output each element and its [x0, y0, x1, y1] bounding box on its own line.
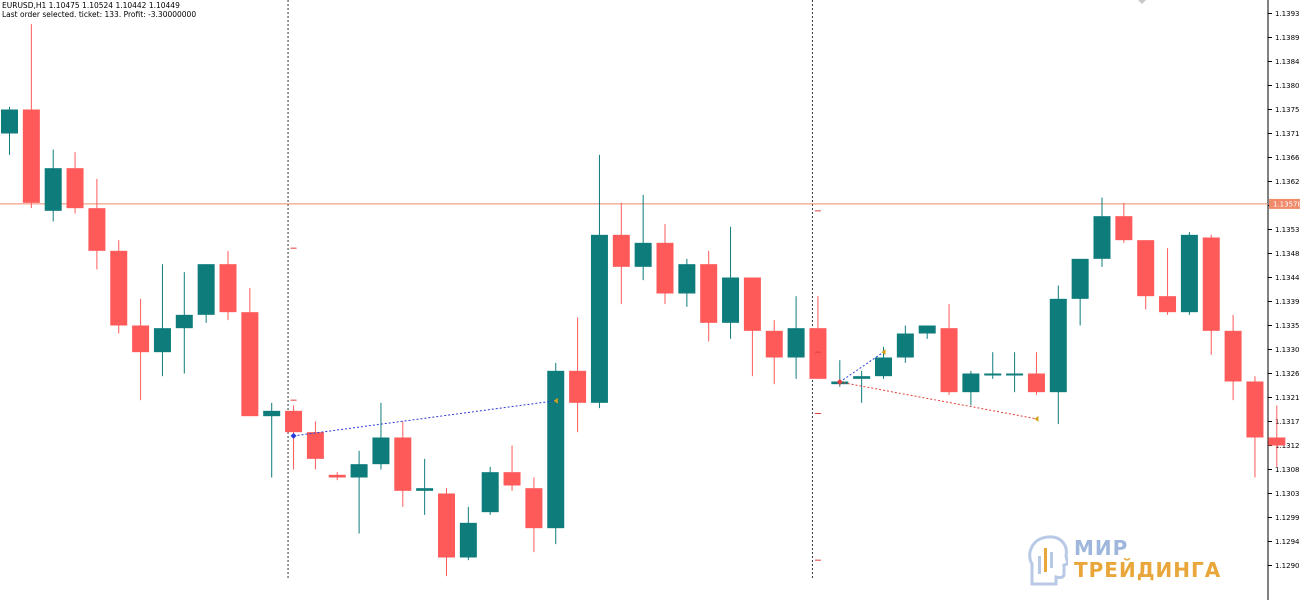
candle-body — [1093, 216, 1111, 259]
candle-body — [1006, 373, 1024, 376]
candle-body — [1224, 330, 1242, 382]
price-tick-label: 1.13665 — [1275, 154, 1300, 162]
candle-body — [241, 312, 259, 417]
price-tick-label: 1.13395 — [1275, 298, 1300, 306]
candle-body — [175, 314, 193, 329]
watermark-line1: МИР — [1074, 536, 1129, 560]
level-price-tag — [1269, 198, 1300, 209]
candle-body — [1071, 258, 1089, 299]
candle-body — [1, 109, 18, 134]
candle-body — [656, 242, 674, 294]
candle-body — [612, 234, 630, 267]
price-tick-label: 1.12900 — [1275, 562, 1300, 570]
trade-open-marker — [836, 379, 843, 386]
chart-shift-icon — [1138, 0, 1146, 4]
candle-body — [918, 325, 936, 334]
price-tick-label: 1.12945 — [1275, 538, 1300, 546]
candle-body — [962, 373, 980, 393]
price-tick-label: 1.13890 — [1275, 34, 1300, 42]
trade-close-marker — [1034, 415, 1039, 422]
trade-line — [293, 400, 556, 437]
candle-body — [372, 437, 390, 465]
price-tick-label: 1.12990 — [1275, 514, 1300, 522]
candle-body — [896, 333, 914, 358]
price-tick-label: 1.13125 — [1275, 442, 1300, 450]
candle-body — [197, 264, 215, 315]
trade-open-marker — [290, 432, 297, 439]
candle-body — [743, 277, 761, 331]
candle-body — [459, 522, 477, 558]
trade-line — [839, 351, 884, 383]
price-tick-label: 1.13305 — [1275, 346, 1300, 354]
candle-body — [853, 376, 871, 379]
chart-header-order-info: Last order selected. ticket: 133. Profit… — [2, 10, 197, 19]
candle-body — [722, 277, 740, 323]
candle-body — [940, 328, 958, 393]
price-tick-label: 1.13035 — [1275, 490, 1300, 498]
candle-body — [1137, 240, 1155, 297]
candle-body — [590, 234, 608, 403]
price-tick-label: 1.13485 — [1275, 250, 1300, 258]
price-tick-label: 1.13710 — [1275, 130, 1300, 138]
candle-body — [1180, 234, 1198, 313]
candle-body — [1115, 216, 1133, 241]
candle-body — [438, 493, 455, 558]
trade-close-marker — [553, 397, 558, 404]
watermark-head-icon — [1028, 535, 1068, 586]
candle-body — [1049, 298, 1067, 393]
candle-body — [44, 168, 62, 211]
candle-body — [153, 328, 171, 353]
candle-body — [503, 472, 521, 486]
price-tick-label: 1.13170 — [1275, 418, 1300, 426]
candle-body — [569, 370, 587, 403]
candle-body — [547, 370, 565, 529]
candle-body — [285, 410, 303, 433]
candle-body — [525, 488, 543, 529]
candle-body — [634, 242, 652, 267]
price-tick-label: 1.13620 — [1275, 178, 1300, 186]
level-price-label: 1.13578 — [1273, 200, 1300, 208]
candle-body — [1268, 437, 1286, 446]
trade-close-marker — [881, 349, 886, 356]
candle-body — [809, 328, 827, 379]
price-tick-label: 1.13440 — [1275, 274, 1300, 282]
candle-body — [110, 250, 128, 326]
candle-body — [481, 472, 499, 513]
candle-body — [306, 432, 324, 459]
price-tick-label: 1.13080 — [1275, 466, 1300, 474]
candle-body — [219, 264, 237, 313]
candle-body — [132, 325, 150, 353]
candle-body — [1159, 296, 1177, 313]
candle-body — [416, 488, 434, 491]
candle-body — [350, 464, 368, 478]
trade-line — [839, 381, 1037, 420]
chart-header-symbol: EURUSD,H1 1.10475 1.10524 1.10442 1.1044… — [2, 1, 180, 10]
candle-body — [678, 264, 696, 294]
price-tick-label: 1.13260 — [1275, 370, 1300, 378]
candle-body — [328, 474, 346, 478]
watermark-line2: ТРЕЙДИНГА — [1074, 558, 1222, 582]
price-tick-label: 1.13530 — [1275, 226, 1300, 234]
candle-body — [263, 410, 281, 417]
price-tick-label: 1.13845 — [1275, 58, 1300, 66]
candle-body — [88, 208, 106, 251]
candle-body — [66, 168, 84, 209]
price-tick-label: 1.13800 — [1275, 82, 1300, 90]
price-tick-label: 1.13215 — [1275, 394, 1300, 402]
candle-body — [394, 437, 412, 491]
candle-body — [787, 328, 805, 358]
candle-body — [765, 330, 783, 358]
candle-body — [1202, 237, 1220, 331]
candle-body — [1246, 381, 1264, 438]
candle-body — [984, 373, 1002, 376]
watermark-logo: МИР ТРЕЙДИНГА — [1024, 534, 1220, 586]
candle-body — [22, 109, 40, 203]
price-tick-label: 1.13755 — [1275, 106, 1300, 114]
candle-body — [875, 357, 892, 377]
price-tick-label: 1.13935 — [1275, 10, 1300, 18]
price-tick-label: 1.13350 — [1275, 322, 1300, 330]
candle-body — [700, 264, 718, 323]
candle-body — [1027, 373, 1045, 393]
